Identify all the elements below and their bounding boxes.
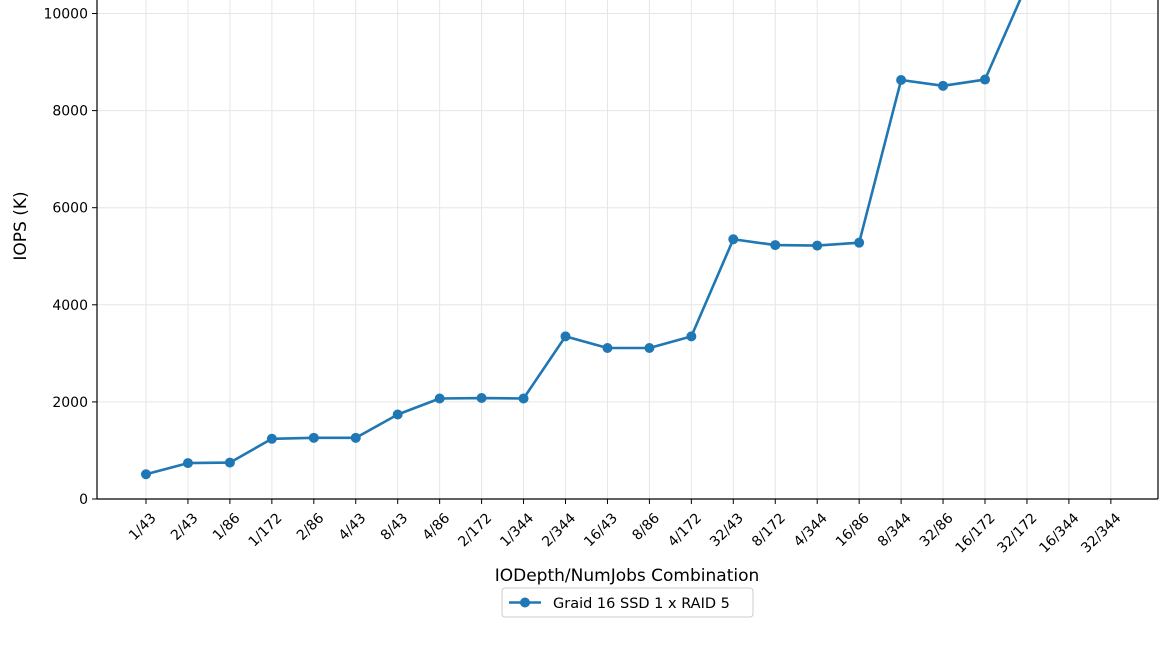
x-tick-label: 8/172 [749, 510, 789, 550]
x-tick-label: 4/43 [336, 510, 370, 544]
y-tick-label: 8000 [52, 104, 88, 120]
x-tick-label: 1/43 [126, 510, 160, 544]
data-point [476, 393, 487, 404]
x-tick-label: 16/344 [1036, 510, 1082, 556]
data-point [350, 432, 361, 443]
data-point [770, 240, 781, 251]
data-point [560, 331, 571, 342]
x-axis-title: IODepth/NumJobs Combination [495, 566, 760, 586]
data-point [518, 393, 529, 404]
x-tick-label: 32/344 [1078, 510, 1124, 556]
data-point [434, 393, 445, 404]
legend-box [501, 587, 754, 618]
legend-label: Graid 16 SSD 1 x RAID 5 [553, 596, 730, 612]
x-tick-label: 32/172 [994, 510, 1040, 556]
x-tick-label: 8/344 [875, 510, 915, 550]
legend-marker-swatch [520, 597, 530, 608]
grid [97, 0, 1158, 500]
x-tick-label: 4/172 [665, 510, 705, 550]
x-tick-label: 8/43 [378, 510, 412, 544]
x-tick-label: 4/344 [791, 510, 831, 550]
axes [96, 0, 1159, 500]
y-tick-label: 4000 [52, 298, 88, 314]
x-tick-label: 2/344 [539, 510, 579, 550]
x-tick-label: 8/86 [629, 510, 663, 544]
data-point [644, 343, 655, 354]
x-tick-label: 16/86 [833, 510, 873, 550]
data-point [182, 458, 193, 469]
data-point [938, 80, 949, 91]
data-point [896, 75, 907, 86]
x-tick-label: 1/344 [497, 510, 537, 550]
x-tick-label: 32/43 [707, 510, 747, 550]
series-line [145, 0, 1022, 476]
x-tick-label: 4/86 [420, 510, 454, 544]
y-tick-label: 6000 [52, 201, 88, 217]
y-axis-title: IOPS (K) [11, 191, 31, 260]
x-tick-label: 32/86 [917, 510, 957, 550]
data-point [980, 74, 990, 85]
data-point [392, 409, 403, 420]
x-tick-label: 1/172 [246, 510, 286, 550]
data-point [141, 469, 151, 480]
x-tick-label: 16/43 [581, 510, 621, 550]
data-point [686, 331, 697, 342]
legend: Graid 16 SSD 1 x RAID 5 [501, 587, 754, 618]
x-ticks: 1/43 2/43 1/86 1/172 2/86 4/43 8/43 4/86 2/172 1/… [126, 499, 1125, 556]
data-point [266, 433, 277, 444]
y-tick-label: 0 [79, 492, 88, 508]
y-tick-label: 2000 [52, 395, 88, 411]
x-tick-label: 2/86 [294, 510, 328, 544]
data-point [308, 432, 319, 443]
data-point [224, 457, 235, 468]
data-point [602, 343, 613, 354]
data-point [812, 240, 823, 251]
x-tick-label: 2/43 [168, 510, 202, 544]
data-point [728, 234, 739, 245]
x-tick-label: 16/172 [952, 510, 998, 556]
x-tick-label: 2/172 [455, 510, 495, 550]
data-point [854, 237, 865, 248]
series [141, 0, 1022, 480]
x-tick-label: 1/86 [210, 510, 244, 544]
y-tick-label: 10000 [43, 7, 88, 23]
y-ticks: 0 2000 4000 6000 8000 10000 [43, 7, 97, 508]
